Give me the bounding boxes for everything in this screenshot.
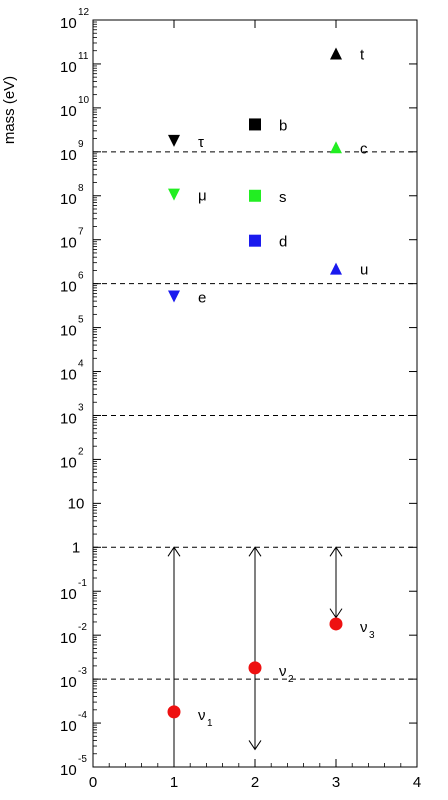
y-tick-label: 10 xyxy=(60,630,77,647)
x-tick-label: 1 xyxy=(170,774,178,791)
neutrino-label-3: ν xyxy=(360,619,368,636)
plot-area: 10-510-410-310-210-111010210310410510610… xyxy=(60,7,421,791)
particle-marker-d xyxy=(249,234,261,247)
y-tick-exponent: -5 xyxy=(78,754,87,765)
y-tick-label: 10 xyxy=(60,762,77,779)
particle-marker-u xyxy=(330,262,342,275)
particle-label-u: u xyxy=(360,262,368,279)
y-tick-exponent: 11 xyxy=(78,51,89,62)
neutrino-marker-1 xyxy=(167,705,181,719)
neutrino-label-1: ν xyxy=(198,707,206,724)
y-tick-label: 10 xyxy=(60,191,77,208)
neutrino-range-arrow-down xyxy=(248,740,262,751)
neutrino-label-subscript-2: 2 xyxy=(288,674,294,685)
neutrino-label-2: ν xyxy=(279,663,287,680)
particle-label-t: t xyxy=(360,46,365,63)
y-tick-label: 10 xyxy=(60,147,77,164)
particle-label-μ: μ xyxy=(198,188,207,205)
neutrino-range-arrow-up xyxy=(329,546,343,557)
y-tick-exponent: 7 xyxy=(78,227,84,238)
y-tick-label: 10 xyxy=(60,367,77,384)
x-tick-label: 2 xyxy=(251,774,259,791)
particle-marker-s xyxy=(249,189,261,202)
y-axis-label: mass (eV) xyxy=(1,76,18,144)
y-tick-label: 10 xyxy=(60,718,77,735)
y-tick-exponent: 12 xyxy=(78,7,90,18)
particle-marker-μ xyxy=(168,188,180,201)
particle-marker-b xyxy=(249,118,261,131)
y-tick-label: 10 xyxy=(60,410,77,427)
particle-label-s: s xyxy=(279,189,287,206)
y-tick-label: 1 xyxy=(72,539,80,556)
y-tick-label: 10 xyxy=(60,103,77,120)
y-tick-exponent: 2 xyxy=(78,446,84,457)
particle-marker-c xyxy=(330,141,342,154)
particle-marker-t xyxy=(330,47,342,60)
neutrino-marker-2 xyxy=(248,661,262,675)
x-tick-label: 4 xyxy=(413,774,421,791)
y-tick-label: 10 xyxy=(60,15,77,32)
y-tick-label: 10 xyxy=(60,454,77,471)
y-tick-label: 10 xyxy=(60,59,77,76)
y-tick-label: 10 xyxy=(68,495,85,512)
particle-label-c: c xyxy=(360,140,368,157)
x-tick-label: 0 xyxy=(89,774,97,791)
particle-label-d: d xyxy=(279,234,287,251)
y-tick-exponent: -1 xyxy=(78,578,87,589)
neutrino-range-arrow-up xyxy=(248,546,262,557)
y-tick-exponent: -2 xyxy=(78,622,87,633)
particle-label-e: e xyxy=(198,289,206,306)
neutrino-label-subscript-1: 1 xyxy=(207,718,213,729)
y-tick-label: 10 xyxy=(60,323,77,340)
y-tick-label: 10 xyxy=(60,235,77,252)
particle-label-τ: τ xyxy=(198,134,204,151)
particle-label-b: b xyxy=(279,117,287,134)
particle-marker-e xyxy=(168,290,180,303)
y-tick-exponent: 5 xyxy=(78,315,84,326)
y-tick-exponent: 10 xyxy=(78,95,90,106)
y-tick-label: 10 xyxy=(60,586,77,603)
neutrino-range-arrow-up xyxy=(167,546,181,557)
y-tick-exponent: -4 xyxy=(78,710,87,721)
y-tick-exponent: -3 xyxy=(78,666,87,677)
y-tick-label: 10 xyxy=(60,279,77,296)
y-tick-label: 10 xyxy=(60,674,77,691)
y-tick-exponent: 8 xyxy=(78,183,84,194)
y-tick-exponent: 4 xyxy=(78,359,84,370)
y-tick-exponent: 3 xyxy=(78,402,84,413)
neutrino-marker-3 xyxy=(329,617,343,631)
x-tick-label: 3 xyxy=(332,774,340,791)
y-tick-exponent: 9 xyxy=(78,139,84,150)
neutrino-label-subscript-3: 3 xyxy=(369,630,375,641)
y-tick-exponent: 6 xyxy=(78,271,84,282)
particle-marker-τ xyxy=(168,134,180,147)
